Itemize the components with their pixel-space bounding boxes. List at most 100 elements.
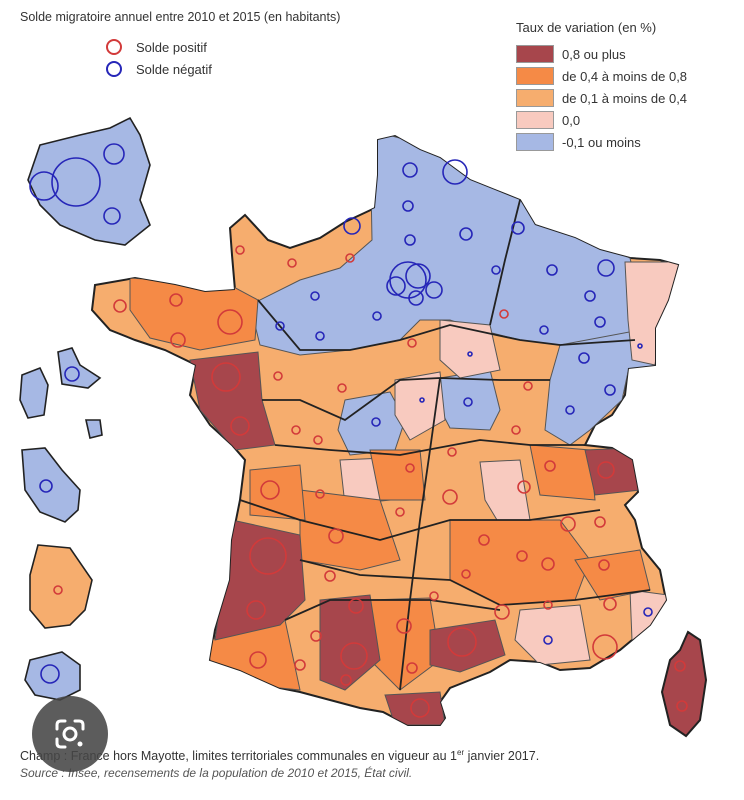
legend-positive: Solde positif xyxy=(106,36,212,58)
negative-circle xyxy=(402,200,414,212)
region-orange-loire xyxy=(369,449,426,501)
positive-circle xyxy=(310,630,322,642)
swatch-blue xyxy=(516,133,554,151)
positive-circle xyxy=(541,557,555,571)
region-orange-north-aquitaine xyxy=(249,464,306,521)
negative-circle xyxy=(419,397,425,403)
positive-circle xyxy=(407,338,417,348)
negative-circle xyxy=(546,264,558,276)
scope-note: Champ : France hors Mayotte, limites ter… xyxy=(20,748,539,763)
positive-circles xyxy=(53,245,688,718)
ile-de-france-inset xyxy=(27,116,151,246)
positive-circle xyxy=(597,461,615,479)
region-borders xyxy=(239,199,651,691)
positive-circle xyxy=(461,569,471,579)
border-line xyxy=(299,559,651,606)
negative-circle xyxy=(594,316,606,328)
positive-circle xyxy=(499,309,509,319)
negative-circles xyxy=(29,143,653,684)
positive-circle xyxy=(170,332,186,348)
google-lens-button[interactable] xyxy=(32,696,108,772)
positive-circle xyxy=(53,585,63,595)
region-pink-centre-2 xyxy=(394,371,446,441)
scope-note-text: Champ : France hors Mayotte, limites ter… xyxy=(20,749,457,764)
positive-circle xyxy=(348,598,364,614)
red-circle-icon xyxy=(106,39,122,55)
legend-positive-label: Solde positif xyxy=(136,39,207,55)
border-line xyxy=(274,439,585,456)
negative-circle xyxy=(425,281,443,299)
negative-circle xyxy=(103,143,125,165)
positive-circle xyxy=(217,309,243,335)
region-red-pyrenees-orientales xyxy=(384,691,446,725)
color-legend: Taux de variation (en %) 0,8 ou plus de … xyxy=(516,20,687,153)
negative-circle xyxy=(467,351,473,357)
positive-circle xyxy=(340,642,368,670)
positive-circle xyxy=(406,662,418,674)
positive-circle xyxy=(592,634,618,660)
color-legend-title: Taux de variation (en %) xyxy=(516,20,657,35)
legend-class-5: -0,1 ou moins xyxy=(516,131,687,153)
positive-circle xyxy=(169,293,183,307)
martinique xyxy=(21,447,81,523)
blue-circle-icon xyxy=(106,61,122,77)
border-line xyxy=(239,499,601,541)
negative-circle xyxy=(315,331,325,341)
border-line xyxy=(284,599,501,621)
region-red-toulouse xyxy=(319,594,381,691)
positive-circle xyxy=(478,534,490,546)
positive-circle xyxy=(447,627,477,657)
negative-circle xyxy=(597,259,615,277)
positive-circle xyxy=(211,362,241,392)
positive-circle xyxy=(598,559,610,571)
positive-circle xyxy=(246,600,266,620)
positive-circle xyxy=(291,425,301,435)
positive-circle xyxy=(523,381,533,391)
region-pink-southeast xyxy=(514,604,591,666)
positive-circle xyxy=(328,528,344,544)
positive-circle xyxy=(249,537,287,575)
google-lens-icon xyxy=(55,719,85,749)
negative-circle xyxy=(442,159,468,185)
negative-circle xyxy=(584,290,596,302)
legend-class-label: 0,0 xyxy=(562,112,581,128)
positive-circle xyxy=(674,660,686,672)
negative-circle xyxy=(604,384,616,396)
negative-circle xyxy=(643,607,653,617)
positive-circle xyxy=(594,516,606,528)
negative-circle xyxy=(459,227,473,241)
legend-class-label: -0,1 ou moins xyxy=(562,134,641,150)
border-line xyxy=(399,377,441,691)
positive-circle xyxy=(273,371,283,381)
negative-circle xyxy=(565,405,575,415)
negative-circle xyxy=(463,397,473,407)
legend-negative: Solde négatif xyxy=(106,58,212,80)
negative-circle xyxy=(310,291,320,301)
negative-circle xyxy=(386,276,406,296)
positive-circle xyxy=(340,674,352,686)
swatch-pink xyxy=(516,111,554,129)
positive-circle xyxy=(315,489,325,499)
region-pink-east xyxy=(624,261,678,366)
negative-circle xyxy=(408,290,424,306)
positive-circle xyxy=(337,383,347,393)
positive-circle xyxy=(410,698,430,718)
region-red-herault xyxy=(429,619,506,673)
swatch-orange xyxy=(516,67,554,85)
border-line xyxy=(489,199,521,326)
region-pink-alpes-maritimes xyxy=(629,589,669,641)
legend-class-label: de 0,4 à moins de 0,8 xyxy=(562,68,688,84)
region-pink-centre xyxy=(439,319,501,379)
positive-circle xyxy=(405,463,415,473)
negative-circle xyxy=(405,263,431,289)
positive-circle xyxy=(230,416,250,436)
legend-class-label: 0,8 ou plus xyxy=(562,46,626,62)
positive-circle xyxy=(249,651,267,669)
positive-circle xyxy=(395,507,405,517)
negative-circle xyxy=(343,217,361,235)
positive-circle xyxy=(294,659,306,671)
positive-circle xyxy=(544,460,556,472)
legend-negative-label: Solde négatif xyxy=(136,61,212,77)
legend-class-1: 0,8 ou plus xyxy=(516,43,687,65)
negative-circle xyxy=(371,417,381,427)
